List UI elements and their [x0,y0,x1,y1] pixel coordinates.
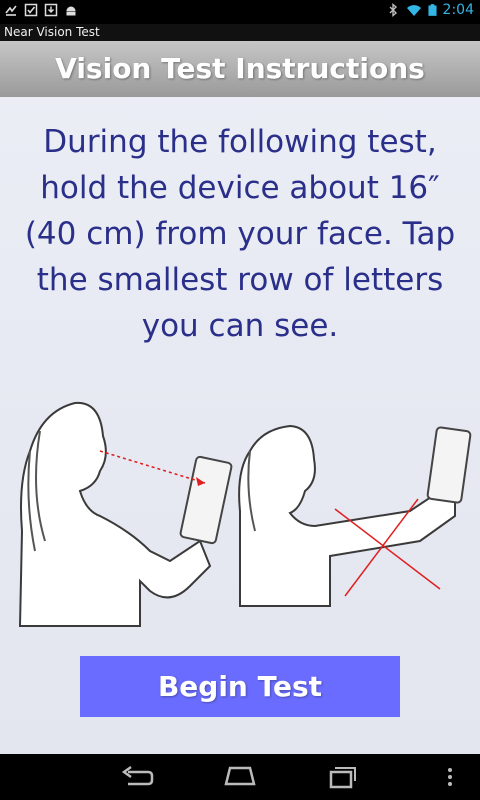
menu-icon[interactable] [440,762,460,792]
recent-apps-icon[interactable] [322,762,362,792]
page-title: Vision Test Instructions [55,52,425,85]
home-icon[interactable] [220,762,260,792]
checkbox-icon [24,3,38,17]
correct-distance-figure [18,401,233,627]
sight-arrowhead [196,477,205,486]
android-icon [66,6,76,16]
begin-test-button[interactable]: Begin Test [80,656,400,717]
phone-left [179,455,233,545]
line-of-sight [99,450,206,484]
illustration [18,401,472,627]
status-notifications [4,3,78,17]
missed-call-icon [5,5,17,16]
app-title-bar: Near Vision Test [0,24,480,41]
app-title: Near Vision Test [4,25,100,39]
download-icon [44,3,58,17]
status-bar: 2:04 [0,0,480,24]
hair-right [247,450,256,532]
hair-left [27,430,46,552]
main-content: Vision Test Instructions During the foll… [0,41,480,754]
instructions-text: During the following test, hold the devi… [24,124,456,344]
incorrect-distance-figure [238,424,472,607]
person-silhouette-left [18,401,212,627]
page-header: Vision Test Instructions [0,41,480,97]
person-silhouette-right [238,424,456,607]
cross-line-2 [344,498,419,597]
battery-icon [427,4,437,16]
back-icon[interactable] [118,762,158,792]
wifi-icon [406,5,421,16]
cross-line-1 [334,508,441,590]
phone-right [426,426,472,504]
status-system: 2:04 [386,2,474,18]
bluetooth-icon [389,3,397,17]
status-time: 2:04 [442,2,474,18]
navigation-bar [0,754,480,800]
